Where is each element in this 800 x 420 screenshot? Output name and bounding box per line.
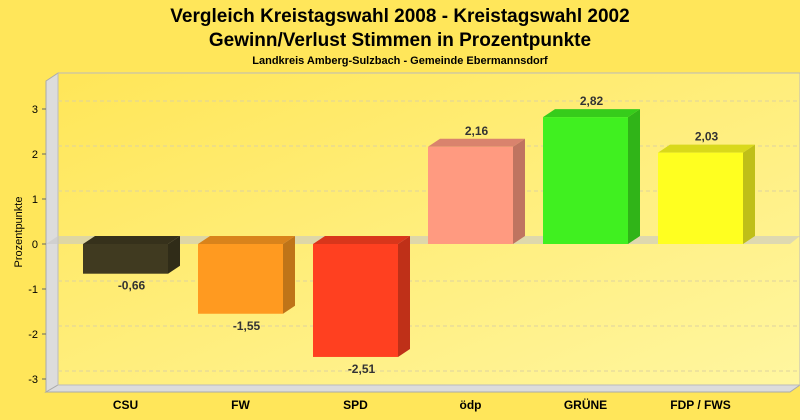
bar-0 bbox=[83, 236, 180, 274]
x-tick-label: FDP / FWS bbox=[670, 398, 730, 412]
x-tick-label: GRÜNE bbox=[564, 397, 607, 412]
chart-subtitle: Gewinn/Verlust Stimmen in Prozentpunkte bbox=[209, 30, 591, 51]
bar-front bbox=[198, 244, 283, 314]
bar-3 bbox=[428, 138, 525, 244]
bar-top bbox=[658, 144, 755, 153]
bar-top bbox=[313, 236, 410, 244]
y-tick-label: 1 bbox=[32, 194, 38, 206]
bar-front bbox=[313, 244, 398, 357]
bar-top bbox=[198, 236, 295, 244]
data-label: 2,82 bbox=[580, 94, 604, 108]
bar-side bbox=[398, 236, 410, 357]
bar-front bbox=[428, 146, 513, 244]
y-tick-label: -1 bbox=[28, 284, 38, 296]
data-label: -0,66 bbox=[118, 279, 146, 293]
bar-side bbox=[168, 236, 180, 274]
x-tick-label: FW bbox=[231, 398, 250, 412]
bar-front bbox=[658, 152, 743, 244]
bar-2 bbox=[313, 236, 410, 357]
x-tick-label: ödp bbox=[460, 398, 482, 412]
bar-top bbox=[428, 138, 525, 147]
y-tick-label: 0 bbox=[32, 239, 38, 251]
side-wall bbox=[45, 72, 59, 393]
data-label: -2,51 bbox=[348, 362, 376, 376]
chart-subtitle2: Landkreis Amberg-Sulzbach - Gemeinde Ebe… bbox=[252, 55, 548, 67]
bar-top bbox=[543, 109, 640, 118]
y-axis-label: Prozentpunkte bbox=[13, 197, 25, 268]
bar-4 bbox=[543, 109, 640, 244]
bar-1 bbox=[198, 236, 295, 314]
data-label: 2,16 bbox=[465, 124, 489, 138]
y-tick-label: -3 bbox=[28, 374, 38, 386]
bar-side bbox=[628, 109, 640, 244]
bar-side bbox=[743, 144, 755, 244]
bar-front bbox=[83, 244, 168, 274]
data-label: -1,55 bbox=[233, 319, 261, 333]
y-tick-label: 3 bbox=[32, 104, 38, 116]
bar-5 bbox=[658, 144, 755, 244]
chart-title: Vergleich Kreistagswahl 2008 - Kreistags… bbox=[170, 6, 629, 27]
bar-front bbox=[543, 117, 628, 244]
x-tick-label: SPD bbox=[343, 398, 368, 412]
floor bbox=[44, 384, 800, 393]
y-tick-label: 2 bbox=[32, 149, 38, 161]
bar-top bbox=[83, 236, 180, 244]
data-label: 2,03 bbox=[695, 130, 719, 144]
x-tick-label: CSU bbox=[113, 398, 138, 412]
bar-side bbox=[283, 236, 295, 314]
bar-side bbox=[513, 138, 525, 244]
y-tick-label: -2 bbox=[28, 329, 38, 341]
